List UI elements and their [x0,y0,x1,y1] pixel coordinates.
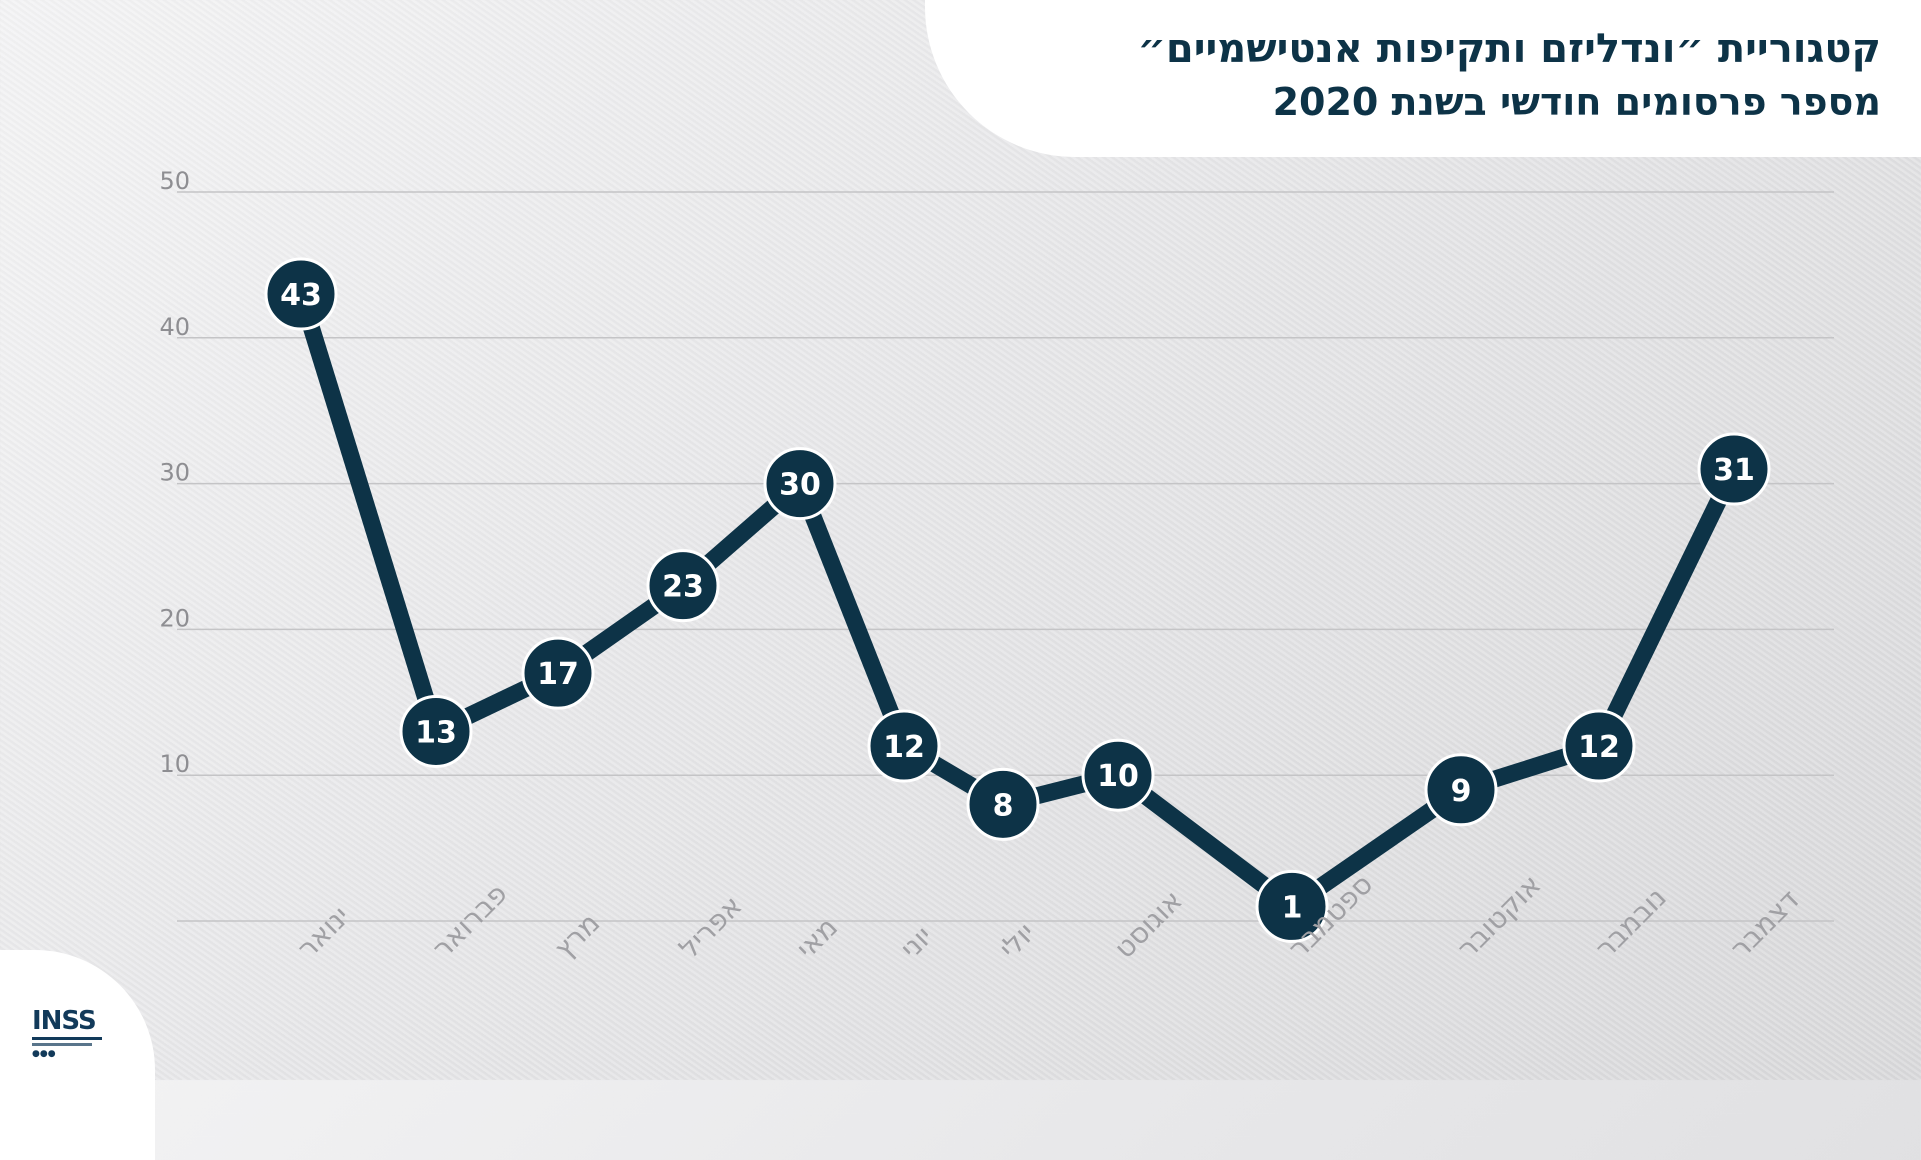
y-tick-label: 10 [159,750,190,778]
data-point-marker [646,549,720,623]
y-tick-label: 30 [159,459,190,487]
data-point-marker [966,767,1040,841]
data-point-marker [1562,709,1636,783]
data-point-marker [1697,432,1771,506]
data-point-marker [1081,738,1155,812]
data-label: 1 [1282,890,1303,925]
x-tick-label: יולי [993,916,1042,965]
data-label: 8 [993,788,1014,823]
data-point-marker [1255,869,1329,943]
logo-wordmark: INSS [32,1006,97,1036]
data-label: 43 [280,278,322,313]
logo-line [32,1037,102,1040]
x-tick-label: אוקטובר [1451,868,1548,965]
data-label: 17 [537,657,579,692]
y-tick-label: 40 [159,313,190,341]
inss-logo: INSS ●●● [32,1008,112,1059]
data-point-marker [1424,753,1498,827]
data-point-marker [521,636,595,710]
data-label: 12 [1578,730,1620,765]
x-tick-label: דצמבר [1724,883,1806,965]
data-label: 12 [883,730,925,765]
chart-subtitle: מספר פרסומים חודשי בשנת 2020 [1272,80,1881,124]
x-tick-label: יוני [894,919,940,965]
chart-title: קטגוריית ״ונדליזם ותקיפות אנטישמיים״ [1137,26,1882,72]
x-tick-label: אוגוסט [1108,884,1189,965]
logo-dots-icon: ●●● [32,1049,56,1059]
data-point-marker [399,694,473,768]
data-point-marker [867,709,941,783]
x-tick-label: מרץ [548,906,607,965]
logo-line [32,1043,92,1046]
x-tick-label: ינואר [291,899,356,964]
x-tick-label: אפריל [673,889,749,965]
data-label: 13 [415,715,457,750]
data-point-marker [264,257,338,331]
x-tick-label: נובמבר [1589,881,1673,965]
data-label: 30 [779,468,821,503]
title-card: קטגוריית ״ונדליזם ותקיפות אנטישמיים״ מספ… [925,0,1921,157]
y-tick-label: 20 [159,604,190,632]
y-tick-label: 50 [159,167,190,195]
data-point-marker [763,447,837,521]
data-label: 10 [1097,759,1139,794]
data-label: 9 [1451,774,1472,809]
x-tick-label: מאי [790,911,844,965]
data-label: 31 [1713,453,1755,488]
data-label: 23 [662,570,704,605]
